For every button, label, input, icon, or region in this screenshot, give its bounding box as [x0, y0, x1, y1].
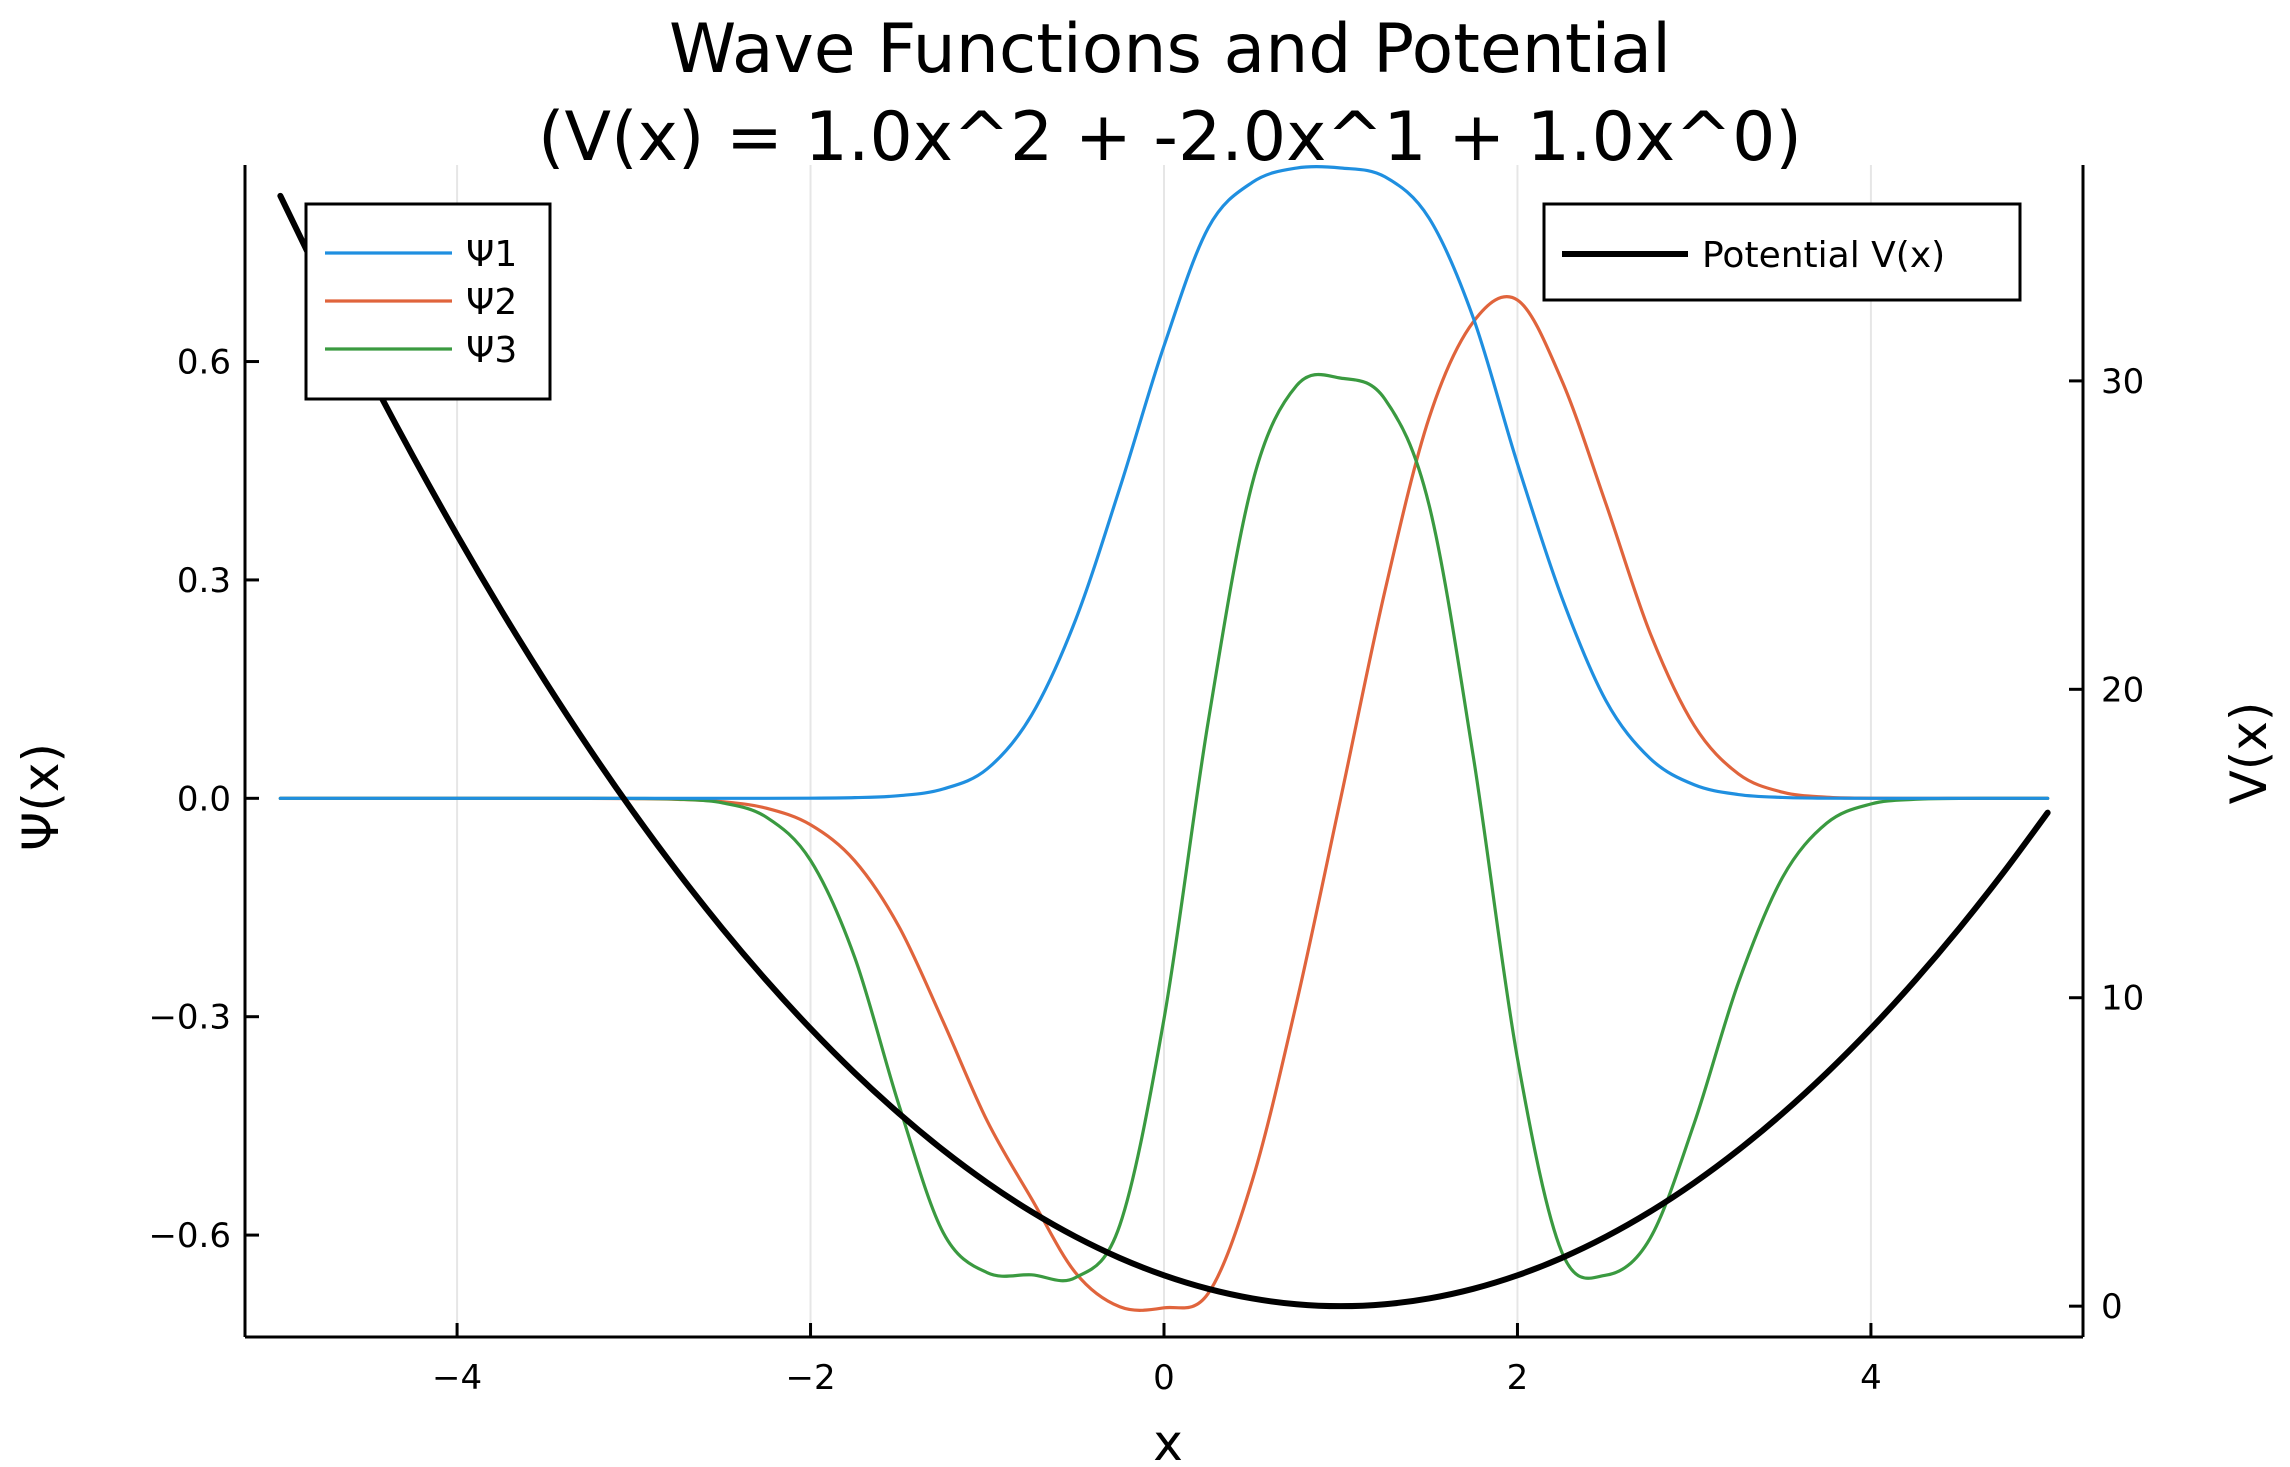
y-tick-label: 0.0 — [177, 779, 231, 819]
ticks: −4 −2 0 2 4 −0.6 −0.3 0.0 0.3 0.6 0 10 20 30 — [148, 343, 2144, 1398]
y2-tick-label: 0 — [2101, 1287, 2123, 1327]
series-line-1 — [278, 164, 2050, 800]
x-tick-label: 0 — [1153, 1358, 1175, 1398]
y2-axis-label: V(x) — [2220, 702, 2278, 805]
legend-left: Ψ1 Ψ2 Ψ3 — [304, 202, 552, 401]
y-tick-label: 0.6 — [177, 343, 231, 383]
series-line-4 — [277, 192, 2051, 1310]
series-layer — [277, 164, 2051, 1312]
y2-tick-label: 10 — [2101, 979, 2144, 1019]
y-axis-label: Ψ(x) — [12, 743, 70, 851]
legend-right: Potential V(x) — [1542, 202, 2022, 302]
y-tick-label: 0.3 — [177, 561, 231, 601]
x-axis-label: x — [1153, 1414, 1183, 1467]
y2-tick-label: 20 — [2101, 670, 2144, 710]
x-tick-label: −4 — [432, 1358, 482, 1398]
legend-label: Ψ1 — [466, 234, 517, 275]
x-tick-label: −2 — [785, 1358, 835, 1398]
y-tick-label: −0.6 — [148, 1216, 231, 1256]
chart-subtitle: (V(x) = 1.0x^2 + -2.0x^1 + 1.0x^0) — [538, 98, 1802, 177]
y-tick-label: −0.3 — [148, 998, 231, 1038]
y2-tick-label: 30 — [2101, 362, 2144, 402]
legend-label: Potential V(x) — [1702, 235, 1945, 276]
chart-title: Wave Functions and Potential — [669, 10, 1671, 89]
legend-label: Ψ2 — [466, 282, 517, 323]
x-tick-label: 4 — [1860, 1358, 1882, 1398]
legend-label: Ψ3 — [466, 330, 517, 371]
x-tick-label: 2 — [1507, 1358, 1529, 1398]
